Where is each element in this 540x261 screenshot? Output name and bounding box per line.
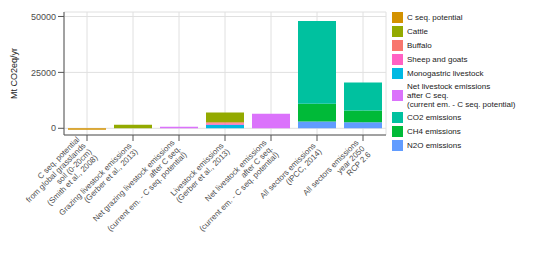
svg-text:All sectors emissionsyear 2050: All sectors emissionsyear 2050RCP 2.6: [301, 138, 373, 210]
svg-text:Mt CO2eq/yr: Mt CO2eq/yr: [9, 48, 19, 99]
svg-text:0: 0: [51, 123, 56, 133]
svg-text:25000: 25000: [31, 68, 56, 78]
svg-text:Livestock emissions(Gerber et: Livestock emissions(Gerber et al., 2013): [168, 141, 232, 205]
svg-text:50000: 50000: [31, 12, 56, 22]
svg-text:All sectors emissions(IPCC, 20: All sectors emissions(IPCC, 2014): [258, 141, 323, 206]
